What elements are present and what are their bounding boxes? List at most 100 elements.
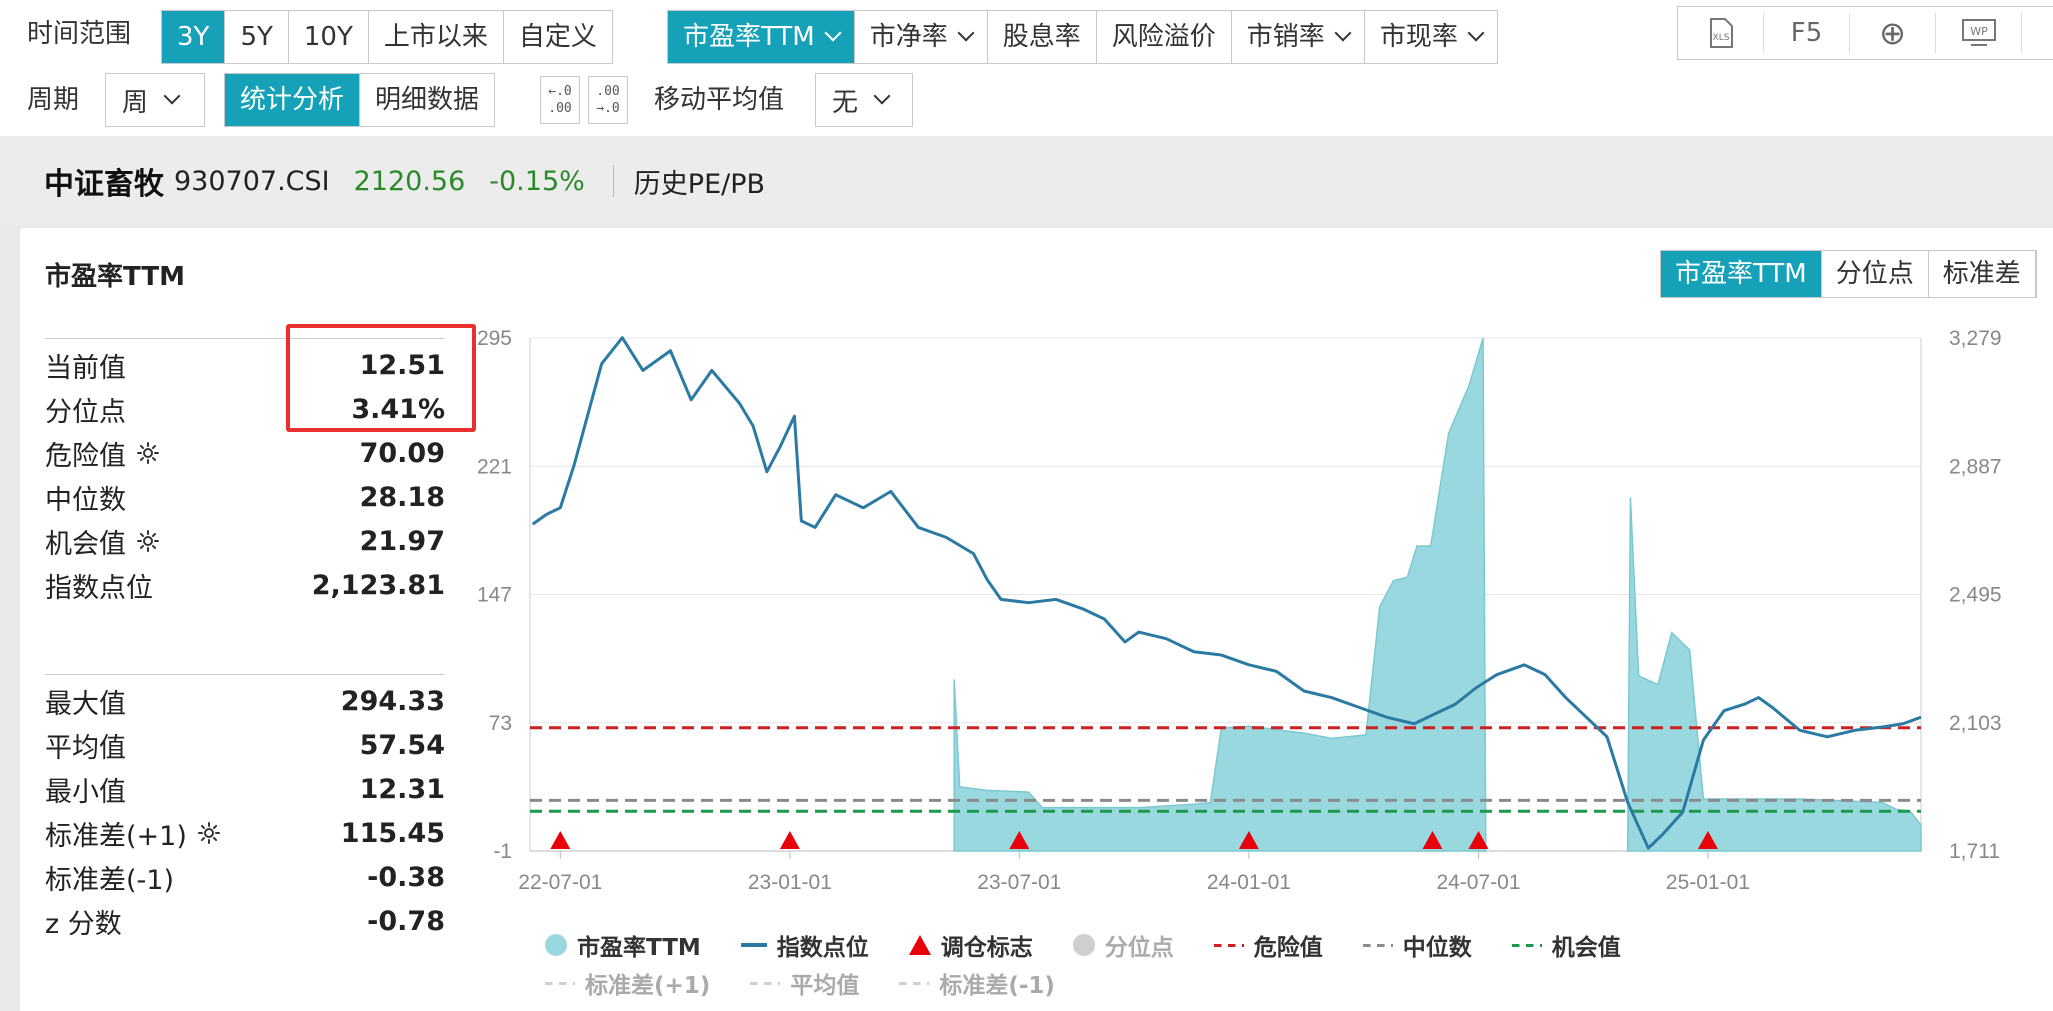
- tab-percentile[interactable]: 分位点: [1822, 251, 1929, 297]
- period-select[interactable]: 周: [105, 73, 205, 127]
- stat-value: -0.78: [367, 905, 445, 937]
- signal-marker: [1697, 831, 1718, 849]
- ma-select[interactable]: 无: [815, 73, 913, 127]
- signal-marker: [1238, 831, 1259, 849]
- legend-item[interactable]: 机会值: [1511, 928, 1621, 962]
- right-tick-label: 1,711: [1949, 840, 2000, 863]
- legend-label: 平均值: [790, 973, 860, 999]
- legend-item[interactable]: 中位数: [1362, 928, 1472, 962]
- x-tick-label: 24-07-01: [1436, 871, 1520, 894]
- history-pe-pb-link[interactable]: 历史PE/PB: [633, 168, 766, 200]
- f5-button[interactable]: F5: [1764, 13, 1850, 53]
- left-tick-label: 73: [489, 712, 512, 735]
- legend-item[interactable]: 市盈率TTM: [545, 928, 701, 962]
- wp-export-button[interactable]: WP: [1936, 13, 2022, 53]
- stats-group-current: 当前值 12.51 分位点 3.41% 危险值 70.09 中位数 28.18 机会值 21.97…: [45, 338, 445, 607]
- stat-row: 当前值 12.51: [45, 343, 445, 387]
- stat-row: 最小值 12.31: [45, 767, 445, 811]
- wp-icon: WP: [1961, 19, 1996, 46]
- index-code: 930707.CSI: [174, 165, 330, 197]
- right-tick-label: 2,495: [1949, 584, 2002, 607]
- left-tick-label: 221: [477, 455, 512, 478]
- period-label: 周期: [27, 85, 80, 115]
- stat-row: 危险值 70.09: [45, 431, 445, 475]
- legend-row-2: 标准差(+1) 平均值 标准差(-1): [545, 966, 1095, 1000]
- right-tick-label: 2,103: [1949, 712, 2002, 735]
- stat-label: 标准差(+1): [45, 814, 221, 853]
- range-custom-button[interactable]: 自定义: [518, 22, 597, 52]
- gear-icon[interactable]: [136, 529, 160, 553]
- stat-row: 中位数 28.18: [45, 475, 445, 519]
- decimal-decrease-button[interactable]: ←.0 .00: [540, 76, 580, 124]
- metric-pe-ttm-button[interactable]: 市盈率TTM: [668, 11, 855, 63]
- tab-std-dev[interactable]: 标准差: [1929, 251, 2036, 297]
- x-tick-label: 23-01-01: [748, 871, 832, 894]
- stat-label: 标准差(-1): [45, 864, 174, 896]
- legend-row-1: 市盈率TTM 指数点位 调仓标志 分位点 危险值 中位数 机会值: [545, 928, 1661, 962]
- range-10y-button[interactable]: 10Y: [289, 11, 369, 63]
- stat-value: 3.41%: [351, 393, 445, 425]
- stat-value: 28.18: [359, 481, 445, 513]
- metric-pe-ttm-label: 市盈率TTM: [683, 22, 815, 52]
- stats-divider: [45, 338, 445, 339]
- metric-risk-premium-label: 风险溢价: [1111, 22, 1216, 52]
- range-3y-button[interactable]: 3Y: [162, 11, 226, 63]
- range-5y-button[interactable]: 5Y: [225, 11, 289, 63]
- index-name: 中证畜牧: [44, 167, 164, 202]
- metric-pb-button[interactable]: 市净率: [855, 11, 988, 63]
- chart-panel: 市盈率TTM 市盈率TTM 分位点 标准差 当前值 12.51 分位点 3.41% 危险…: [20, 228, 2053, 1011]
- period-value: 周: [122, 87, 149, 118]
- view-detail-button[interactable]: 明细数据: [375, 85, 480, 115]
- legend-item[interactable]: 调仓标志: [908, 928, 1033, 962]
- metric-pcf-label: 市现率: [1379, 22, 1458, 52]
- signal-marker: [550, 831, 571, 849]
- stat-label: 当前值: [45, 352, 126, 384]
- legend-label: 危险值: [1253, 935, 1323, 961]
- stat-value: 115.45: [340, 817, 445, 849]
- gear-icon[interactable]: [136, 441, 160, 465]
- metric-dividend-button[interactable]: 股息率: [988, 11, 1097, 63]
- stat-label: 最小值: [45, 776, 126, 808]
- stat-label: 最大值: [45, 688, 126, 720]
- legend-label: 机会值: [1551, 935, 1621, 961]
- metric-pb-label: 市净率: [869, 22, 948, 52]
- legend-item[interactable]: 危险值: [1213, 928, 1323, 962]
- stats-divider: [45, 674, 445, 675]
- view-stats-button[interactable]: 统计分析: [225, 74, 361, 126]
- view-group: 统计分析 明细数据: [224, 73, 496, 127]
- metric-ps-button[interactable]: 市销率: [1232, 11, 1365, 63]
- right-tick-label: 3,279: [1949, 327, 2002, 350]
- legend-item[interactable]: 指数点位: [740, 928, 869, 962]
- signal-marker: [1468, 831, 1489, 849]
- legend-item[interactable]: 分位点: [1072, 928, 1174, 962]
- stat-label: 指数点位: [45, 572, 153, 604]
- legend-item[interactable]: 平均值: [750, 966, 859, 1000]
- export-xls-button[interactable]: XLS: [1678, 13, 1764, 53]
- decimal-increase-button[interactable]: .00 →.0: [588, 76, 628, 124]
- metric-risk-premium-button[interactable]: 风险溢价: [1097, 11, 1232, 63]
- legend-item[interactable]: 标准差(+1): [545, 966, 710, 1000]
- ma-label: 移动平均值: [654, 85, 785, 115]
- metric-pcf-button[interactable]: 市现率: [1365, 11, 1497, 63]
- legend-item[interactable]: 标准差(-1): [899, 966, 1055, 1000]
- signal-marker: [1009, 831, 1030, 849]
- x-tick-label: 22-07-01: [518, 871, 602, 894]
- add-button[interactable]: ⊕: [1850, 13, 1936, 53]
- x-tick-label: 23-07-01: [977, 871, 1061, 894]
- ma-value: 无: [832, 87, 859, 118]
- gear-icon[interactable]: [197, 821, 221, 845]
- legend-dot-icon: [1072, 934, 1095, 956]
- svg-text:WP: WP: [1970, 25, 1988, 38]
- legend-label: 调仓标志: [940, 935, 1033, 961]
- stat-value: 294.33: [340, 685, 445, 717]
- toolbar: 时间范围 3Y 5Y 10Y 上市以来 自定义 市盈率TTM 市净率 股息率 风…: [0, 0, 2053, 136]
- right-tools: XLS F5 ⊕ WP: [1677, 6, 2053, 60]
- range-since-listing-button[interactable]: 上市以来: [369, 11, 504, 63]
- legend-label: 市盈率TTM: [577, 935, 701, 961]
- tab-pe-ttm[interactable]: 市盈率TTM: [1661, 251, 1822, 297]
- stat-value: 12.51: [359, 349, 445, 381]
- time-range-group: 3Y 5Y 10Y 上市以来 自定义: [161, 10, 613, 64]
- signal-marker: [779, 831, 800, 849]
- legend-line-icon: [740, 943, 767, 947]
